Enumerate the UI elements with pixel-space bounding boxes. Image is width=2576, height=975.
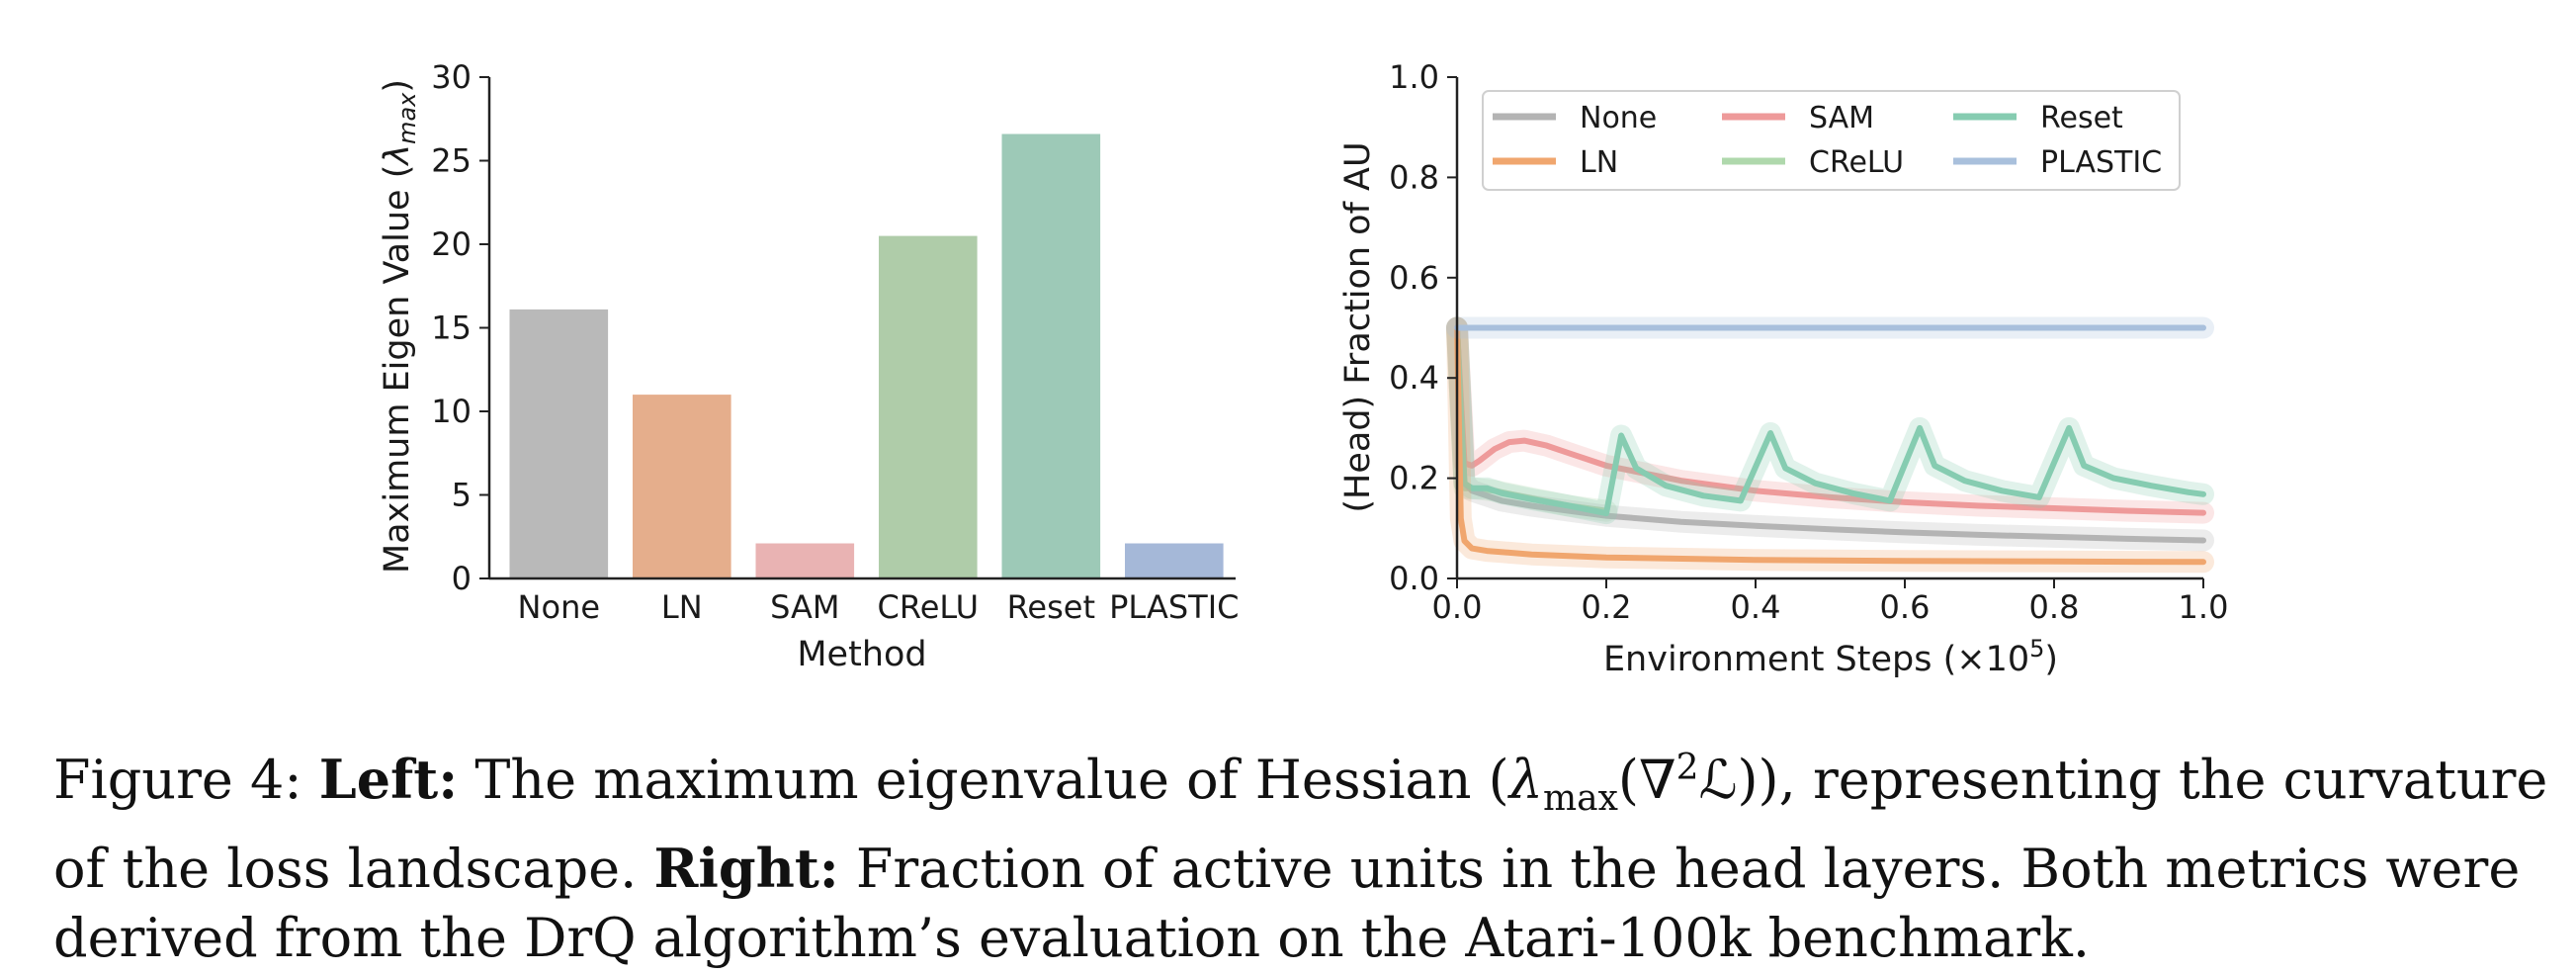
series-line-reset xyxy=(1454,324,2206,517)
bar-sam xyxy=(755,543,855,578)
legend-label-ln: LN xyxy=(1580,145,1618,180)
bar-y-tick-label: 15 xyxy=(431,310,472,347)
bar-y-tick-label: 10 xyxy=(431,393,472,430)
caption-loss-symbol: ℒ xyxy=(1698,749,1738,811)
bar-y-tick-label: 5 xyxy=(452,477,472,514)
bar-ln xyxy=(633,395,731,578)
caption-label: Figure 4: xyxy=(53,749,319,811)
line-x-tick-label: 1.0 xyxy=(2179,588,2229,626)
bar-x-tick-label: PLASTIC xyxy=(1109,588,1239,626)
legend-label-crelu: CReLU xyxy=(1809,145,1904,180)
bar-reset xyxy=(1001,133,1101,578)
bar-marks xyxy=(509,133,1224,578)
line-x-tick-label: 0.6 xyxy=(1880,588,1931,626)
legend-label-none: None xyxy=(1580,101,1657,135)
line-chart-active-units: 0.0 0.2 0.4 0.6 0.8 1.0 0.0 0.2 0.4 0.6 0.8 1.0 No… xyxy=(1338,58,2228,679)
bar-x-tick-label: CReLU xyxy=(878,588,979,626)
series-line-none xyxy=(1454,324,2206,544)
legend-label-plastic: PLASTIC xyxy=(2040,145,2162,180)
series-line-sam xyxy=(1454,324,2206,516)
bar-crelu xyxy=(879,235,978,578)
series-line-ln xyxy=(1454,324,2206,566)
line-y-tick-label: 0.2 xyxy=(1389,460,1439,497)
line-y-axis-label: (Head) Fraction of AU xyxy=(1338,141,1378,512)
caption-max-subscript: max xyxy=(1542,777,1618,819)
caption-lambda: λ xyxy=(1508,749,1543,811)
caption-right-heading: Right: xyxy=(653,836,839,900)
bar-y-tick-label: 0 xyxy=(452,560,472,597)
line-y-tick-label: 0.4 xyxy=(1389,359,1439,397)
line-y-ticks: 0.0 0.2 0.4 0.6 0.8 1.0 xyxy=(1389,58,1457,597)
bar-y-ticks: 0 5 10 15 20 25 30 xyxy=(431,58,489,597)
bar-y-axis-label: Maximum Eigen Value (λmax) xyxy=(378,79,421,574)
line-x-tick-label: 0.0 xyxy=(1432,588,1483,626)
bar-y-tick-label: 20 xyxy=(431,225,472,263)
line-x-ticks: 0.0 0.2 0.4 0.6 0.8 1.0 xyxy=(1432,578,2229,626)
legend: None LN SAM CReLU Reset PLASTIC xyxy=(1482,90,2181,191)
line-x-tick-label: 0.8 xyxy=(2029,588,2080,626)
line-x-axis-label: Environment Steps (×105) xyxy=(1603,635,2058,679)
bar-plastic xyxy=(1125,543,1224,578)
bar-none xyxy=(509,309,609,578)
caption-left-text-2: )), representing the curvature of the lo… xyxy=(53,749,2548,900)
line-marks xyxy=(1446,316,2214,574)
legend-label-reset: Reset xyxy=(2040,101,2123,135)
bar-y-tick-label: 25 xyxy=(431,142,472,180)
bar-x-ticks: None LN SAM CReLU Reset PLASTIC xyxy=(518,588,1240,626)
bar-x-tick-label: None xyxy=(518,588,600,626)
caption-squared: 2 xyxy=(1675,748,1699,788)
line-y-tick-label: 0.8 xyxy=(1389,158,1439,196)
line-y-tick-label: 1.0 xyxy=(1389,58,1439,96)
bar-x-tick-label: LN xyxy=(661,588,703,626)
line-x-tick-label: 0.2 xyxy=(1582,588,1632,626)
bar-x-tick-label: SAM xyxy=(770,588,839,626)
line-y-tick-label: 0.0 xyxy=(1389,560,1439,597)
bar-y-tick-label: 30 xyxy=(431,58,472,96)
caption-left-heading: Left: xyxy=(318,748,459,811)
legend-label-sam: SAM xyxy=(1809,101,1874,135)
caption-nabla: (∇ xyxy=(1617,749,1676,811)
line-x-tick-label: 0.4 xyxy=(1731,588,1781,626)
caption-left-text: The maximum eigenvalue of Hessian ( xyxy=(458,749,1509,811)
bar-x-tick-label: Reset xyxy=(1007,588,1095,626)
figure-caption: Figure 4: Left: The maximum eigenvalue o… xyxy=(53,734,2554,973)
bar-x-axis-label: Method xyxy=(797,635,926,674)
caption-right-text: Fraction of active units in the head lay… xyxy=(53,837,2521,969)
line-y-tick-label: 0.6 xyxy=(1389,259,1439,297)
